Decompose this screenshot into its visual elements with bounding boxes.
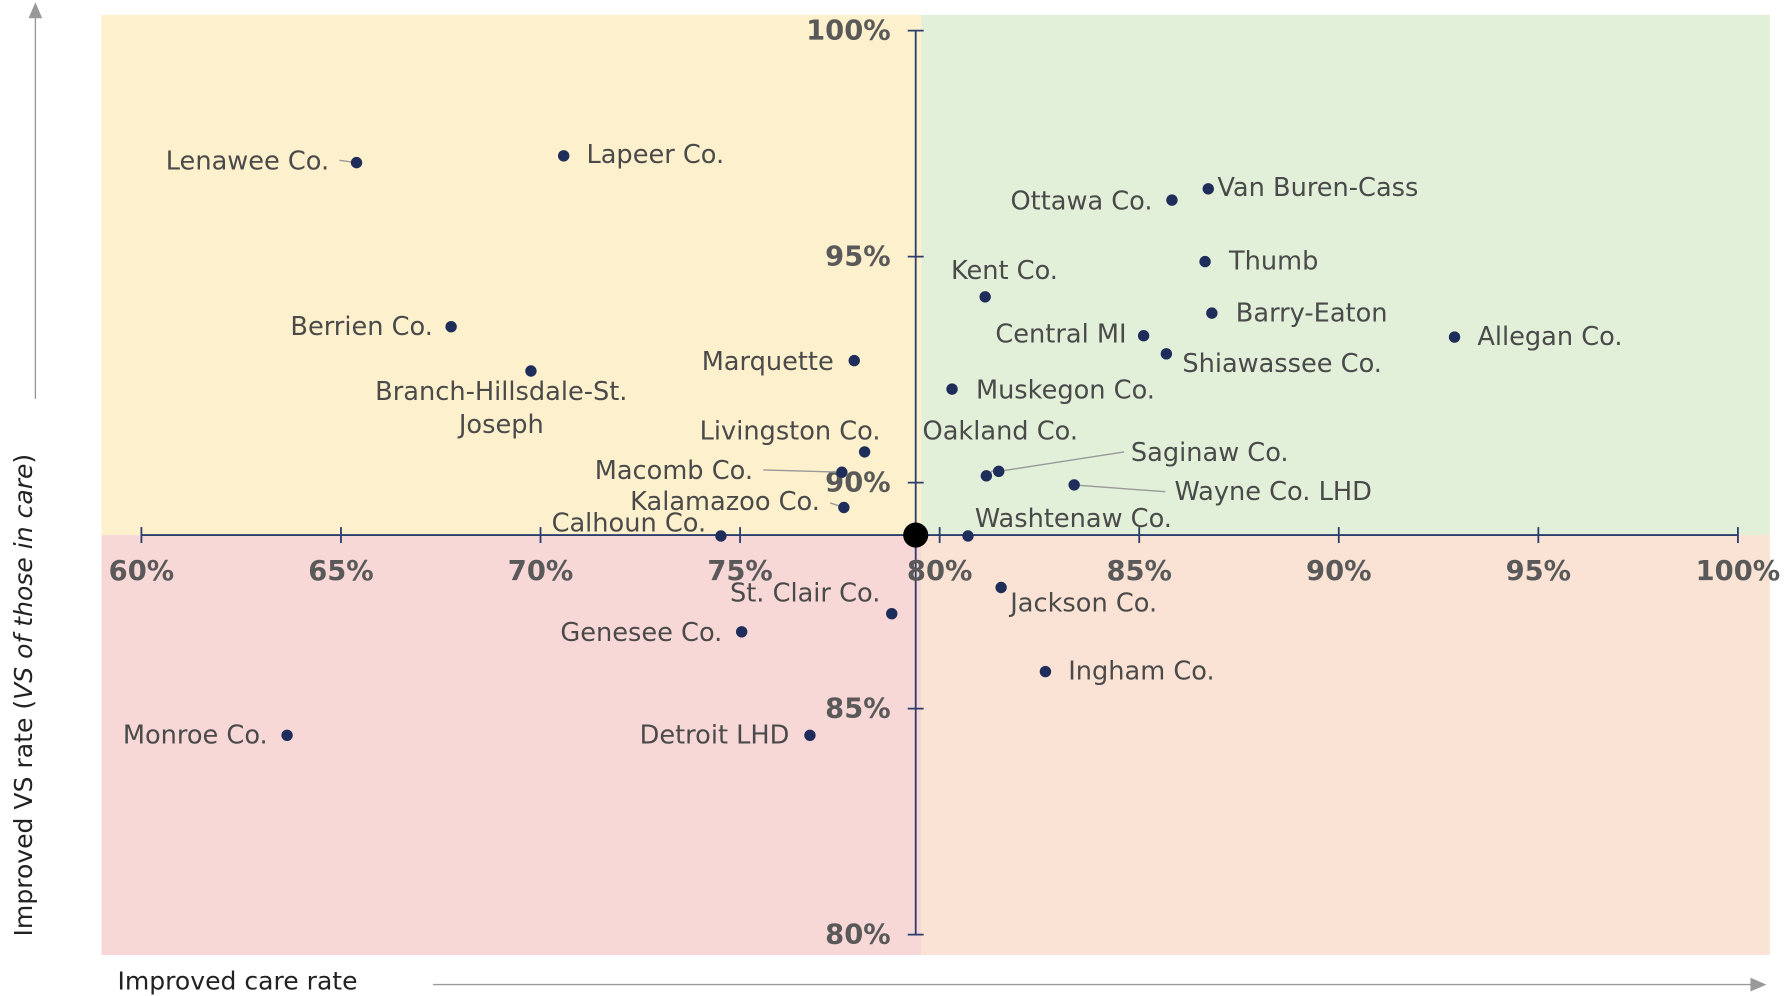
x-tick-label: 95% [1506,556,1571,587]
point [445,320,457,333]
leader-line [763,469,842,473]
point-label: Kent Co. [951,256,1058,286]
point-label: Wayne Co. LHD [1174,477,1371,507]
point-label: Berrien Co. [290,312,433,342]
x-arrow-head [1750,977,1767,992]
point [1137,330,1150,342]
point [1166,194,1178,206]
point-label: Shiawassee Co. [1182,349,1382,379]
point-label: Calhoun Co. [552,509,707,539]
y-axis-label-part: ) [9,454,38,464]
x-tick-label: 80% [907,556,972,587]
y-tick-label: 95% [825,241,890,272]
point-label: Ingham Co. [1068,657,1214,687]
point [886,608,898,620]
point-label: Macomb Co. [595,456,753,486]
point [836,466,848,478]
quadrant [101,535,922,955]
point [1039,665,1052,678]
point-label: Oakland Co. [923,417,1078,447]
point [838,501,850,514]
point-label: Barry-Eaton [1236,298,1388,328]
reference-point [903,522,929,548]
x-tick-label: 75% [707,556,772,587]
leader-line [1074,484,1166,493]
point-label: Van Buren-Cass [1217,173,1418,203]
point [946,383,958,395]
point-label-box: Branch-Hillsdale-St. Joseph [375,376,628,440]
point [1199,255,1211,268]
point-label: Lenawee Co. [166,147,329,177]
y-tick-label: 85% [825,693,890,724]
quadrant [921,535,1770,955]
point-label: Thumb [1228,247,1318,277]
point [979,291,991,303]
quadrants [101,14,1770,955]
point [980,470,993,482]
point [993,465,1005,478]
point-label: Livingston Co. [700,417,881,447]
point-label: Detroit LHD [640,720,790,750]
point [848,354,860,367]
quadrant [921,14,1770,536]
point [1202,183,1214,195]
x-tick-label: 65% [308,556,373,587]
y-tick-label: 100% [806,15,890,46]
x-tick-label: 70% [508,556,573,587]
point [350,156,363,169]
x-tick-label: 100% [1696,556,1780,587]
point [1068,479,1080,491]
x-tick-label: 85% [1106,556,1171,587]
point [962,530,974,542]
y-axis-label: Improved VS rate (VS of those in care) [9,454,38,937]
x-tick-label: 90% [1306,556,1371,587]
point [525,365,537,377]
point-label: Lapeer Co. [586,140,724,170]
point [858,446,871,458]
y-arrow-head [28,2,43,19]
point [804,729,816,742]
point [281,729,293,742]
y-tick-label: 80% [825,919,890,950]
point-label: Marquette [702,347,834,377]
point-label: St. Clair Co. [730,578,880,608]
point-label: Central MI [995,320,1126,350]
leader-line [998,451,1125,473]
y-axis-label-part: VS of those in care [9,464,38,700]
point-label: Saginaw Co. [1131,438,1289,468]
point [1448,331,1461,343]
point-label: Monroe Co. [123,720,268,750]
x-axis-label: Improved care rate [117,966,357,995]
quadrant [101,14,922,536]
point-label: Ottawa Co. [1011,186,1153,216]
point-label: Allegan Co. [1477,322,1622,352]
x-tick-label: 60% [109,556,174,587]
point-label: Kalamazoo Co. [630,487,820,517]
y-axis-label-part: Improved VS rate ( [9,700,38,937]
point-label: Jackson Co. [1008,589,1157,619]
point [715,530,727,542]
point [1206,307,1218,319]
point-label: Genesee Co. [560,618,722,648]
point [557,150,570,162]
point [735,626,748,638]
point-label: Branch-Hillsdale-St. Joseph [375,376,628,440]
point-label: Washtenaw Co. [975,504,1172,534]
point [1160,348,1173,360]
point [995,581,1007,594]
point-label: Muskegon Co. [976,375,1155,405]
